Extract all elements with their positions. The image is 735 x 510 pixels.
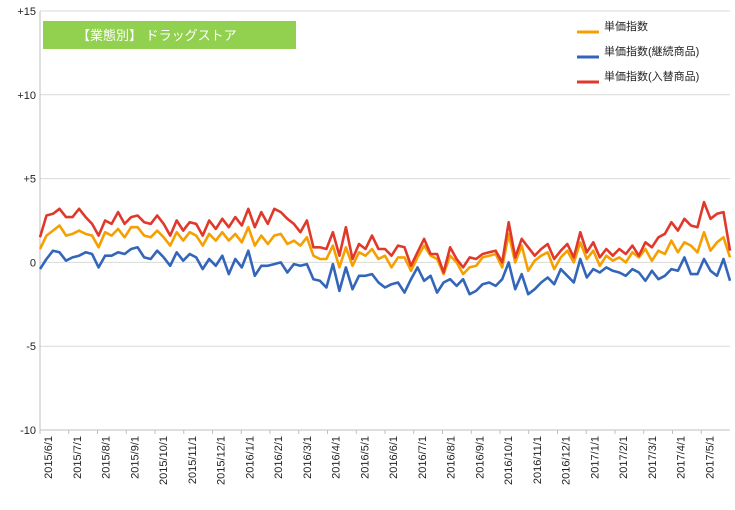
x-tick-label: 2017/4/1 [676, 436, 688, 479]
x-tick-label: 2016/6/1 [388, 436, 400, 479]
x-tick-label: 2015/11/1 [187, 436, 199, 484]
y-tick-label: +15 [17, 6, 36, 18]
x-tick-label: 2017/3/1 [647, 436, 659, 479]
y-tick-label: 0 [30, 257, 36, 269]
x-tick-label: 2016/8/1 [446, 436, 458, 479]
x-tick-label: 2015/9/1 [129, 436, 141, 479]
chart-title-box: 【業態別】 ドラッグストア [43, 21, 296, 49]
x-tick-label: 2016/1/1 [244, 436, 256, 479]
x-tick-label: 2015/6/1 [43, 436, 55, 479]
legend-label-2: 単価指数(入替商品) [604, 69, 699, 83]
x-tick-label: 2016/4/1 [331, 436, 343, 479]
x-tick-label: 2016/10/1 [503, 436, 515, 485]
chart-title: 【業態別】 ドラッグストア [77, 28, 237, 43]
title-background [43, 21, 296, 49]
x-tick-label: 2016/5/1 [359, 436, 371, 479]
legend-label-1: 単価指数(継続商品) [604, 44, 699, 58]
y-tick-label: -10 [20, 425, 36, 437]
x-tick-label: 2015/12/1 [216, 436, 228, 485]
series-line-0 [38, 224, 732, 276]
y-tick-label: +5 [23, 174, 36, 186]
y-tick-label: +10 [17, 90, 36, 102]
x-tick-label: 2016/9/1 [474, 436, 486, 479]
x-tick-label: 2015/10/1 [158, 436, 170, 485]
x-tick-label: 2016/11/1 [532, 436, 544, 484]
series-layer [38, 200, 732, 296]
x-tick-label: 2015/8/1 [101, 436, 113, 479]
series-line-1 [38, 246, 732, 296]
x-tick-label: 2016/7/1 [417, 436, 429, 479]
x-tick-label: 2016/3/1 [302, 436, 314, 479]
y-tick-label: -5 [26, 341, 36, 353]
x-tick-label: 2016/2/1 [273, 436, 285, 479]
legend-label-0: 単価指数 [604, 19, 648, 33]
x-tick-label: 2015/7/1 [72, 436, 84, 479]
x-axis: 2015/6/1 2015/7/1 2015/8/1 2015/9/1 2015/10/… [39, 430, 716, 485]
x-tick-label: 2017/1/1 [589, 436, 601, 479]
x-tick-label: 2017/2/1 [618, 436, 630, 479]
x-tick-label: 2016/12/1 [561, 436, 573, 485]
x-tick-label: 2017/5/1 [704, 436, 716, 479]
series-line-2 [38, 200, 732, 274]
